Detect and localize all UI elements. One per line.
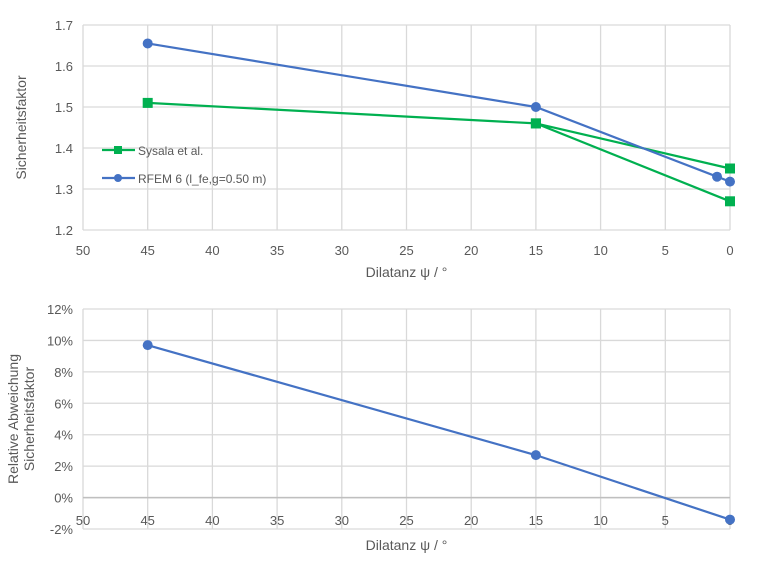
- x-tick-label: 45: [140, 513, 154, 528]
- x-axis-title: Dilatanz ψ / °: [366, 537, 448, 553]
- x-tick-label: 15: [529, 243, 543, 258]
- x-tick-label: 20: [464, 513, 478, 528]
- data-point-circle: [725, 176, 735, 187]
- series-0: [142, 340, 735, 525]
- x-tick-label: 25: [399, 513, 413, 528]
- x-tick-label: 30: [335, 513, 349, 528]
- data-point-circle: [712, 171, 723, 182]
- legend-entry: Sysala et al.: [102, 144, 203, 158]
- x-tick-label: 45: [140, 243, 154, 258]
- y-tick-label: 1.7: [55, 18, 73, 33]
- x-tick-label: 30: [335, 243, 349, 258]
- series-line: [147, 42, 731, 183]
- x-tick-label: 5: [662, 513, 669, 528]
- y-tick-label: 8%: [54, 365, 73, 380]
- x-axis-title: Dilatanz ψ / °: [366, 264, 448, 280]
- y-tick-label: 1.6: [55, 59, 73, 74]
- y-tick-label: 1.4: [55, 141, 73, 156]
- legend-marker-circle: [114, 174, 122, 182]
- y-tick-label: 1.5: [55, 100, 73, 115]
- data-point-square: [725, 196, 735, 207]
- x-tick-label: 35: [270, 243, 284, 258]
- legend-entry: RFEM 6 (l_fe,g=0.50 m): [102, 172, 266, 186]
- x-tick-label: 5: [662, 243, 669, 258]
- data-point-circle: [142, 38, 153, 49]
- y-tick-label: 1.3: [55, 182, 73, 197]
- series-0: [142, 97, 735, 207]
- x-tick-label: 25: [399, 243, 413, 258]
- data-point-square: [725, 163, 735, 174]
- y-tick-label: 2%: [54, 459, 73, 474]
- x-tick-label: 40: [205, 243, 219, 258]
- y-tick-label: -2%: [50, 522, 74, 537]
- legend-label: Sysala et al.: [138, 144, 203, 158]
- y-tick-label: 1.2: [55, 223, 73, 238]
- x-tick-label: 15: [529, 513, 543, 528]
- data-point-circle: [530, 450, 541, 461]
- x-tick-label: 10: [593, 513, 607, 528]
- series-line: [147, 101, 731, 203]
- y-tick-label: 10%: [47, 333, 73, 348]
- data-point-circle: [530, 102, 541, 112]
- y-axis-title: Relative Abweichung: [5, 354, 21, 484]
- x-tick-label: 50: [76, 513, 90, 528]
- data-point-square: [142, 97, 153, 108]
- y-tick-label: 0%: [54, 491, 73, 506]
- x-tick-label: 50: [76, 243, 90, 258]
- x-tick-label: 0: [726, 243, 733, 258]
- x-tick-label: 40: [205, 513, 219, 528]
- data-point-square: [530, 118, 541, 129]
- data-point-circle: [725, 514, 735, 525]
- bottom-chart: -2%0%2%4%6%8%10%12%50454035302520151050D…: [5, 302, 735, 553]
- y-axis-title: Sicherheitsfaktor: [13, 75, 29, 180]
- y-axis-title: Sicherheitsfaktor: [21, 367, 37, 472]
- legend-marker-square: [114, 146, 122, 154]
- x-tick-label: 10: [593, 243, 607, 258]
- data-point-circle: [142, 340, 153, 351]
- x-tick-label: 35: [270, 513, 284, 528]
- series-1: [142, 38, 735, 187]
- y-tick-label: 6%: [54, 396, 73, 411]
- top-chart: 1.21.31.41.51.61.750 45 40 35 30 25 20 15 10 5 0Di…: [13, 18, 735, 280]
- y-tick-label: 12%: [47, 302, 73, 317]
- legend-label: RFEM 6 (l_fe,g=0.50 m): [138, 172, 266, 186]
- y-tick-label: 4%: [54, 428, 73, 443]
- x-tick-label: 20: [464, 243, 478, 258]
